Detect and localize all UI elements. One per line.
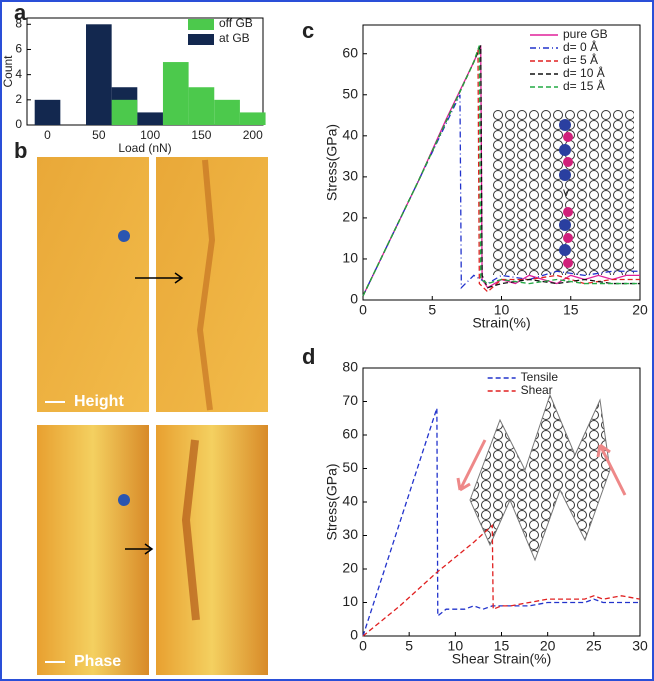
series-line — [362, 45, 640, 297]
y-axis-label: Stress(GPa) — [324, 124, 340, 201]
y-axis-label: Stress(GPa) — [324, 463, 340, 540]
legend-label: Tensile — [521, 370, 559, 384]
legend-label: Shear — [521, 383, 553, 397]
series-line — [362, 94, 640, 297]
y-tick-label: 60 — [342, 44, 358, 60]
shear-arrow — [456, 439, 487, 492]
legend-label: at GB — [219, 31, 250, 45]
x-tick-label: 15 — [563, 302, 579, 318]
y-tick-label: 30 — [342, 168, 358, 184]
series-line — [362, 45, 640, 297]
legend-label: d= 0 Å — [563, 39, 598, 54]
sheet-inset — [469, 393, 611, 562]
y-tick-label: 0 — [350, 627, 358, 643]
legend-label: d= 5 Å — [563, 52, 598, 67]
series-line — [362, 407, 640, 637]
y-tick-label: 40 — [342, 127, 358, 143]
x-tick-label: 0 — [359, 638, 367, 654]
marker-dot — [118, 494, 130, 506]
y-tick-label: 10 — [342, 593, 358, 609]
panel-label: c — [302, 18, 314, 43]
bar — [34, 99, 61, 125]
x-tick-label: 5 — [405, 638, 413, 654]
x-tick-label: 20 — [632, 302, 648, 318]
y-tick-label: 8 — [15, 16, 22, 30]
legend-label: off GB — [219, 16, 253, 30]
y-tick-label: 6 — [15, 42, 22, 56]
bar — [188, 87, 215, 125]
x-tick-label: 150 — [191, 128, 211, 142]
x-tick-label: 0 — [359, 302, 367, 318]
x-tick-label: 0 — [44, 128, 51, 142]
phase-image-left — [37, 425, 149, 675]
legend-label: pure GB — [563, 27, 608, 41]
x-tick-label: 10 — [494, 302, 510, 318]
bar — [214, 99, 240, 125]
x-tick-label: 25 — [586, 638, 602, 654]
marker-dot — [118, 230, 130, 242]
height-image-left — [37, 157, 149, 412]
gb-atoms — [559, 119, 573, 268]
grain-boundary — [196, 159, 216, 411]
x-axis-label: Shear Strain(%) — [452, 651, 552, 667]
arrow — [135, 272, 184, 284]
series-line — [362, 523, 641, 637]
y-tick-label: 2 — [15, 92, 22, 106]
y-tick-label: 60 — [342, 426, 358, 442]
panel-label: a — [14, 0, 27, 25]
y-tick-label: 20 — [342, 209, 358, 225]
x-tick-label: 10 — [448, 638, 464, 654]
x-tick-label: 5 — [428, 302, 436, 318]
shear-arrow — [596, 443, 627, 496]
y-tick-label: 20 — [342, 560, 358, 576]
y-axis-label: Count — [1, 55, 15, 88]
y-tick-label: 30 — [342, 526, 358, 542]
vacancy-label: v — [563, 185, 569, 199]
x-axis-label: Strain(%) — [472, 315, 530, 331]
y-tick-label: 50 — [342, 459, 358, 475]
panel-label: d — [302, 344, 315, 369]
height-image-right — [156, 157, 268, 412]
legend-label: d= 10 Å — [563, 65, 605, 80]
x-tick-label: 15 — [494, 638, 510, 654]
y-tick-label: 40 — [342, 493, 358, 509]
y-tick-label: 70 — [342, 392, 358, 408]
image-label: Phase — [74, 653, 121, 670]
legend-label: d= 15 Å — [563, 78, 605, 93]
bar — [162, 62, 189, 125]
y-tick-label: 80 — [342, 359, 358, 375]
y-tick-label: 0 — [15, 117, 22, 131]
x-tick-label: 50 — [92, 128, 106, 142]
phase-image-right — [156, 425, 268, 675]
x-tick-label: 30 — [632, 638, 648, 654]
arrow — [125, 543, 154, 555]
x-axis-label: Load (nN) — [118, 141, 171, 155]
x-tick-label: 20 — [540, 638, 556, 654]
y-tick-label: 4 — [15, 67, 22, 81]
bar — [239, 112, 266, 125]
image-label: Height — [74, 393, 124, 410]
grain-boundary — [181, 439, 200, 621]
y-tick-label: 0 — [350, 291, 358, 307]
bar — [86, 24, 112, 126]
y-tick-label: 10 — [342, 250, 358, 266]
bar — [137, 112, 163, 125]
legend-swatch — [188, 19, 214, 30]
x-tick-label: 100 — [140, 128, 160, 142]
panel-label: b — [14, 138, 27, 163]
legend-swatch — [188, 34, 214, 45]
y-tick-label: 50 — [342, 85, 358, 101]
x-tick-label: 200 — [243, 128, 263, 142]
bar — [111, 99, 138, 125]
